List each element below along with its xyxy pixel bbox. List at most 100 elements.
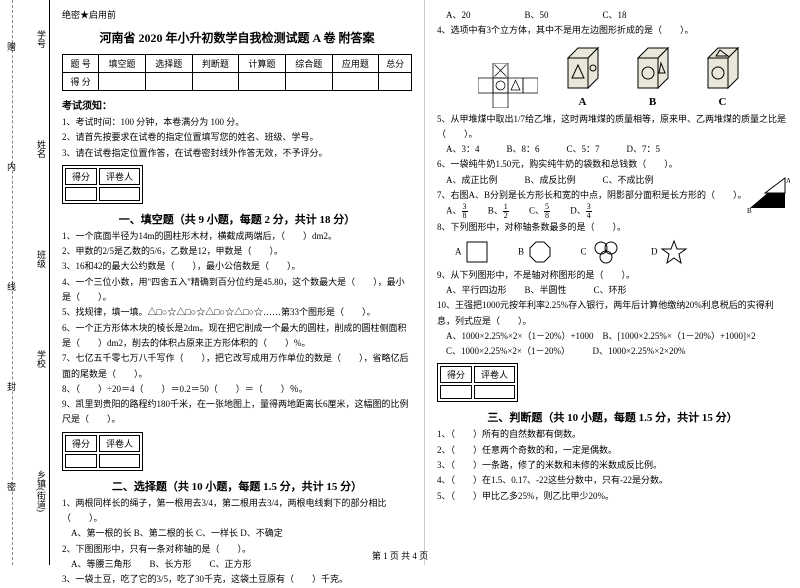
binding-label-class: 班级 (35, 250, 48, 268)
score-value-row: 得 分 (63, 73, 412, 91)
cube-option: A (558, 43, 608, 108)
notice-list: 1、考试时间：100 分钟，本卷满分为 100 分。 2、请首先按要求在试卷的指… (62, 115, 412, 161)
cube-option: C (698, 43, 748, 108)
sec2-title: 二、选择题（共 10 小题，每题 1.5 分，共计 15 分） (62, 478, 412, 494)
shape-label: C (581, 246, 587, 256)
scorebox-blank (99, 187, 140, 201)
shape-option: C (581, 239, 624, 265)
q: 2、甲数的2/5是乙数的5/6，乙数是12，甲数是（ ）。 (62, 244, 412, 259)
octagon-icon (527, 239, 553, 265)
q: A、20 B、50 C、18 (437, 8, 788, 23)
scorebox-c2: 评卷人 (99, 168, 140, 185)
score-header: 题 号 (63, 55, 99, 73)
binding-margin: 学号 姓名 班级 学校 乡镇(街道) 赠 内 线 封 密 (0, 0, 50, 565)
frac-d: 8 (544, 212, 550, 220)
square-icon (464, 239, 490, 265)
section-score-box: 得分评卷人 (437, 363, 518, 402)
frac-d: 4 (586, 212, 592, 220)
scorebox-c2: 评卷人 (99, 435, 140, 452)
shape-label: B (518, 246, 524, 256)
q7-opts: A、38 B、12 C、58 D、34 (437, 203, 788, 220)
cube-label: B (628, 96, 678, 108)
scorebox-blank (99, 454, 140, 468)
cut-char: 封 (7, 380, 16, 393)
frac: 38 (462, 203, 468, 220)
q: 1、（ ）所有的自然数都有倒数。 (437, 427, 788, 442)
score-table: 题 号 填空题 选择题 判断题 计算题 综合题 应用题 总分 得 分 (62, 54, 412, 91)
q: 5、从甲堆煤中取出1/7给乙堆，这时两堆煤的质量相等，原来甲、乙两堆煤的质量之比… (437, 112, 788, 143)
score-header: 判断题 (192, 55, 239, 73)
section-score-box: 得分评卷人 (62, 432, 143, 471)
score-header: 总分 (379, 55, 412, 73)
scorebox-blank (474, 385, 515, 399)
q: 4、一个三位小数，用"四舍五入"精确到百分位约是45.80，这个数最大是（ ），… (62, 275, 412, 306)
content-area: 绝密★启用前 河南省 2020 年小升初数学自我检测试题 A 卷 附答案 题 号… (50, 0, 800, 565)
notice-head: 考试须知： (62, 97, 412, 112)
scorebox-blank (65, 454, 97, 468)
cut-char: 赠 (7, 40, 16, 53)
shape-label: A (455, 246, 462, 256)
scorebox-blank (65, 187, 97, 201)
tri-label-b: B (747, 207, 752, 215)
binding-label-id: 学号 (35, 30, 48, 48)
q: 4、（ ）在1.5、0.17、-22这些分数中，只有-22是分数。 (437, 473, 788, 488)
exam-page: 学号 姓名 班级 学校 乡镇(街道) 赠 内 线 封 密 绝密★启用前 河南省 … (0, 0, 800, 565)
q: 9、凯里到贵阳的路程约180千米，在一张地图上，量得两地距离长6厘米，这幅图的比… (62, 397, 412, 428)
binding-label-school: 学校 (35, 350, 48, 368)
cut-char: 线 (7, 280, 16, 293)
frac: 12 (503, 203, 509, 220)
notice-item: 3、请在试卷指定位置作答，在试卷密封线外作答无效，不予评分。 (62, 146, 412, 161)
shape-option: D (651, 239, 688, 265)
cube-b-icon (628, 43, 678, 93)
frac: 58 (544, 203, 550, 220)
sec1-title: 一、填空题（共 9 小题，每题 2 分，共计 18 分） (62, 211, 412, 227)
cube-c-icon (698, 43, 748, 93)
q: 3、一袋土豆，吃了它的3/5，吃了30千克，这袋土豆原有（ ）千克。 (62, 572, 412, 587)
q-text: 1、一个底面半径为14m的圆柱形木材，横截成两端后， (62, 231, 281, 241)
cube-label: C (698, 96, 748, 108)
cube-option: B (628, 43, 678, 108)
frac-d: 8 (462, 212, 468, 220)
score-header: 选择题 (145, 55, 192, 73)
score-cell (285, 73, 332, 91)
three-circles-icon (589, 239, 623, 265)
cube-net-icon (478, 63, 538, 108)
page-footer: 第 1 页 共 4 页 (0, 549, 800, 562)
shape-options-row: A B C D (455, 239, 788, 265)
cube-options-row: A B (437, 43, 788, 108)
q: 7、右图A、B分别是长方形长和宽的中点，阴影部分面积是长方形的（ ）。 (437, 188, 788, 203)
binding-label-town: 乡镇(街道) (35, 470, 48, 512)
binding-label-name: 姓名 (35, 140, 48, 158)
q-opts: A、3：4 B、8：6 C、5：7 D、7：5 (437, 142, 788, 157)
q: 5、（ ）甲比乙多25%，则乙比甲少20%。 (437, 489, 788, 504)
tri-label-a: A (786, 177, 790, 185)
section-score-box: 得分评卷人 (62, 165, 143, 204)
q: 3、（ ）一条路，修了的米数和未修的米数成反比例。 (437, 458, 788, 473)
cut-char: 密 (7, 480, 16, 493)
right-column: A、20 B、50 C、18 4、选项中有3个立方体，其中不是用左边图形折成的是… (425, 0, 800, 565)
q-opts: C、1000×2.25%×2×（1－20%） D、1000×2.25%×2×20… (437, 344, 788, 359)
rectangle-shaded-icon: A B (745, 175, 790, 215)
secret-label: 绝密★启用前 (62, 8, 412, 21)
notice-item: 2、请首先按要求在试卷的指定位置填写您的姓名、班级、学号。 (62, 130, 412, 145)
left-column: 绝密★启用前 河南省 2020 年小升初数学自我检测试题 A 卷 附答案 题 号… (50, 0, 425, 565)
exam-title: 河南省 2020 年小升初数学自我检测试题 A 卷 附答案 (62, 29, 412, 46)
sec3-title: 三、判断题（共 10 小题，每题 1.5 分，共计 15 分） (437, 409, 788, 425)
scorebox-c1: 得分 (65, 435, 97, 452)
q: 3、16和42的最大公约数是（ ），最小公倍数是（ ）。 (62, 259, 412, 274)
score-row-label: 得 分 (63, 73, 99, 91)
q: 8、（ ）÷20＝4（ ）＝0.2＝50（ ）＝（ ）％。 (62, 382, 412, 397)
scorebox-blank (440, 385, 472, 399)
q-opts: A、平行四边形 B、半圆性 C、环形 (437, 283, 788, 298)
cut-char: 内 (7, 160, 16, 173)
score-cell (99, 73, 146, 91)
q: 6、一个正方形体木块的棱长是2dm。现在把它削成一个最大的圆柱，削成的圆柱侧面积… (62, 321, 412, 352)
score-header: 应用题 (332, 55, 379, 73)
q: 1、两根同样长的绳子，第一根用去3/4，第二根用去3/4，两根电线剩下的部分相比… (62, 496, 412, 527)
shape-option: B (518, 239, 553, 265)
q: 10、王强把1000元按年利率2.25%存入银行，两年后计算他缴纳20%利息税后… (437, 298, 788, 329)
frac: 34 (586, 203, 592, 220)
q: 4、选项中有3个立方体，其中不是用左边图形折成的是（ ）。 (437, 23, 788, 38)
shape-label: D (651, 246, 658, 256)
score-cell (239, 73, 286, 91)
